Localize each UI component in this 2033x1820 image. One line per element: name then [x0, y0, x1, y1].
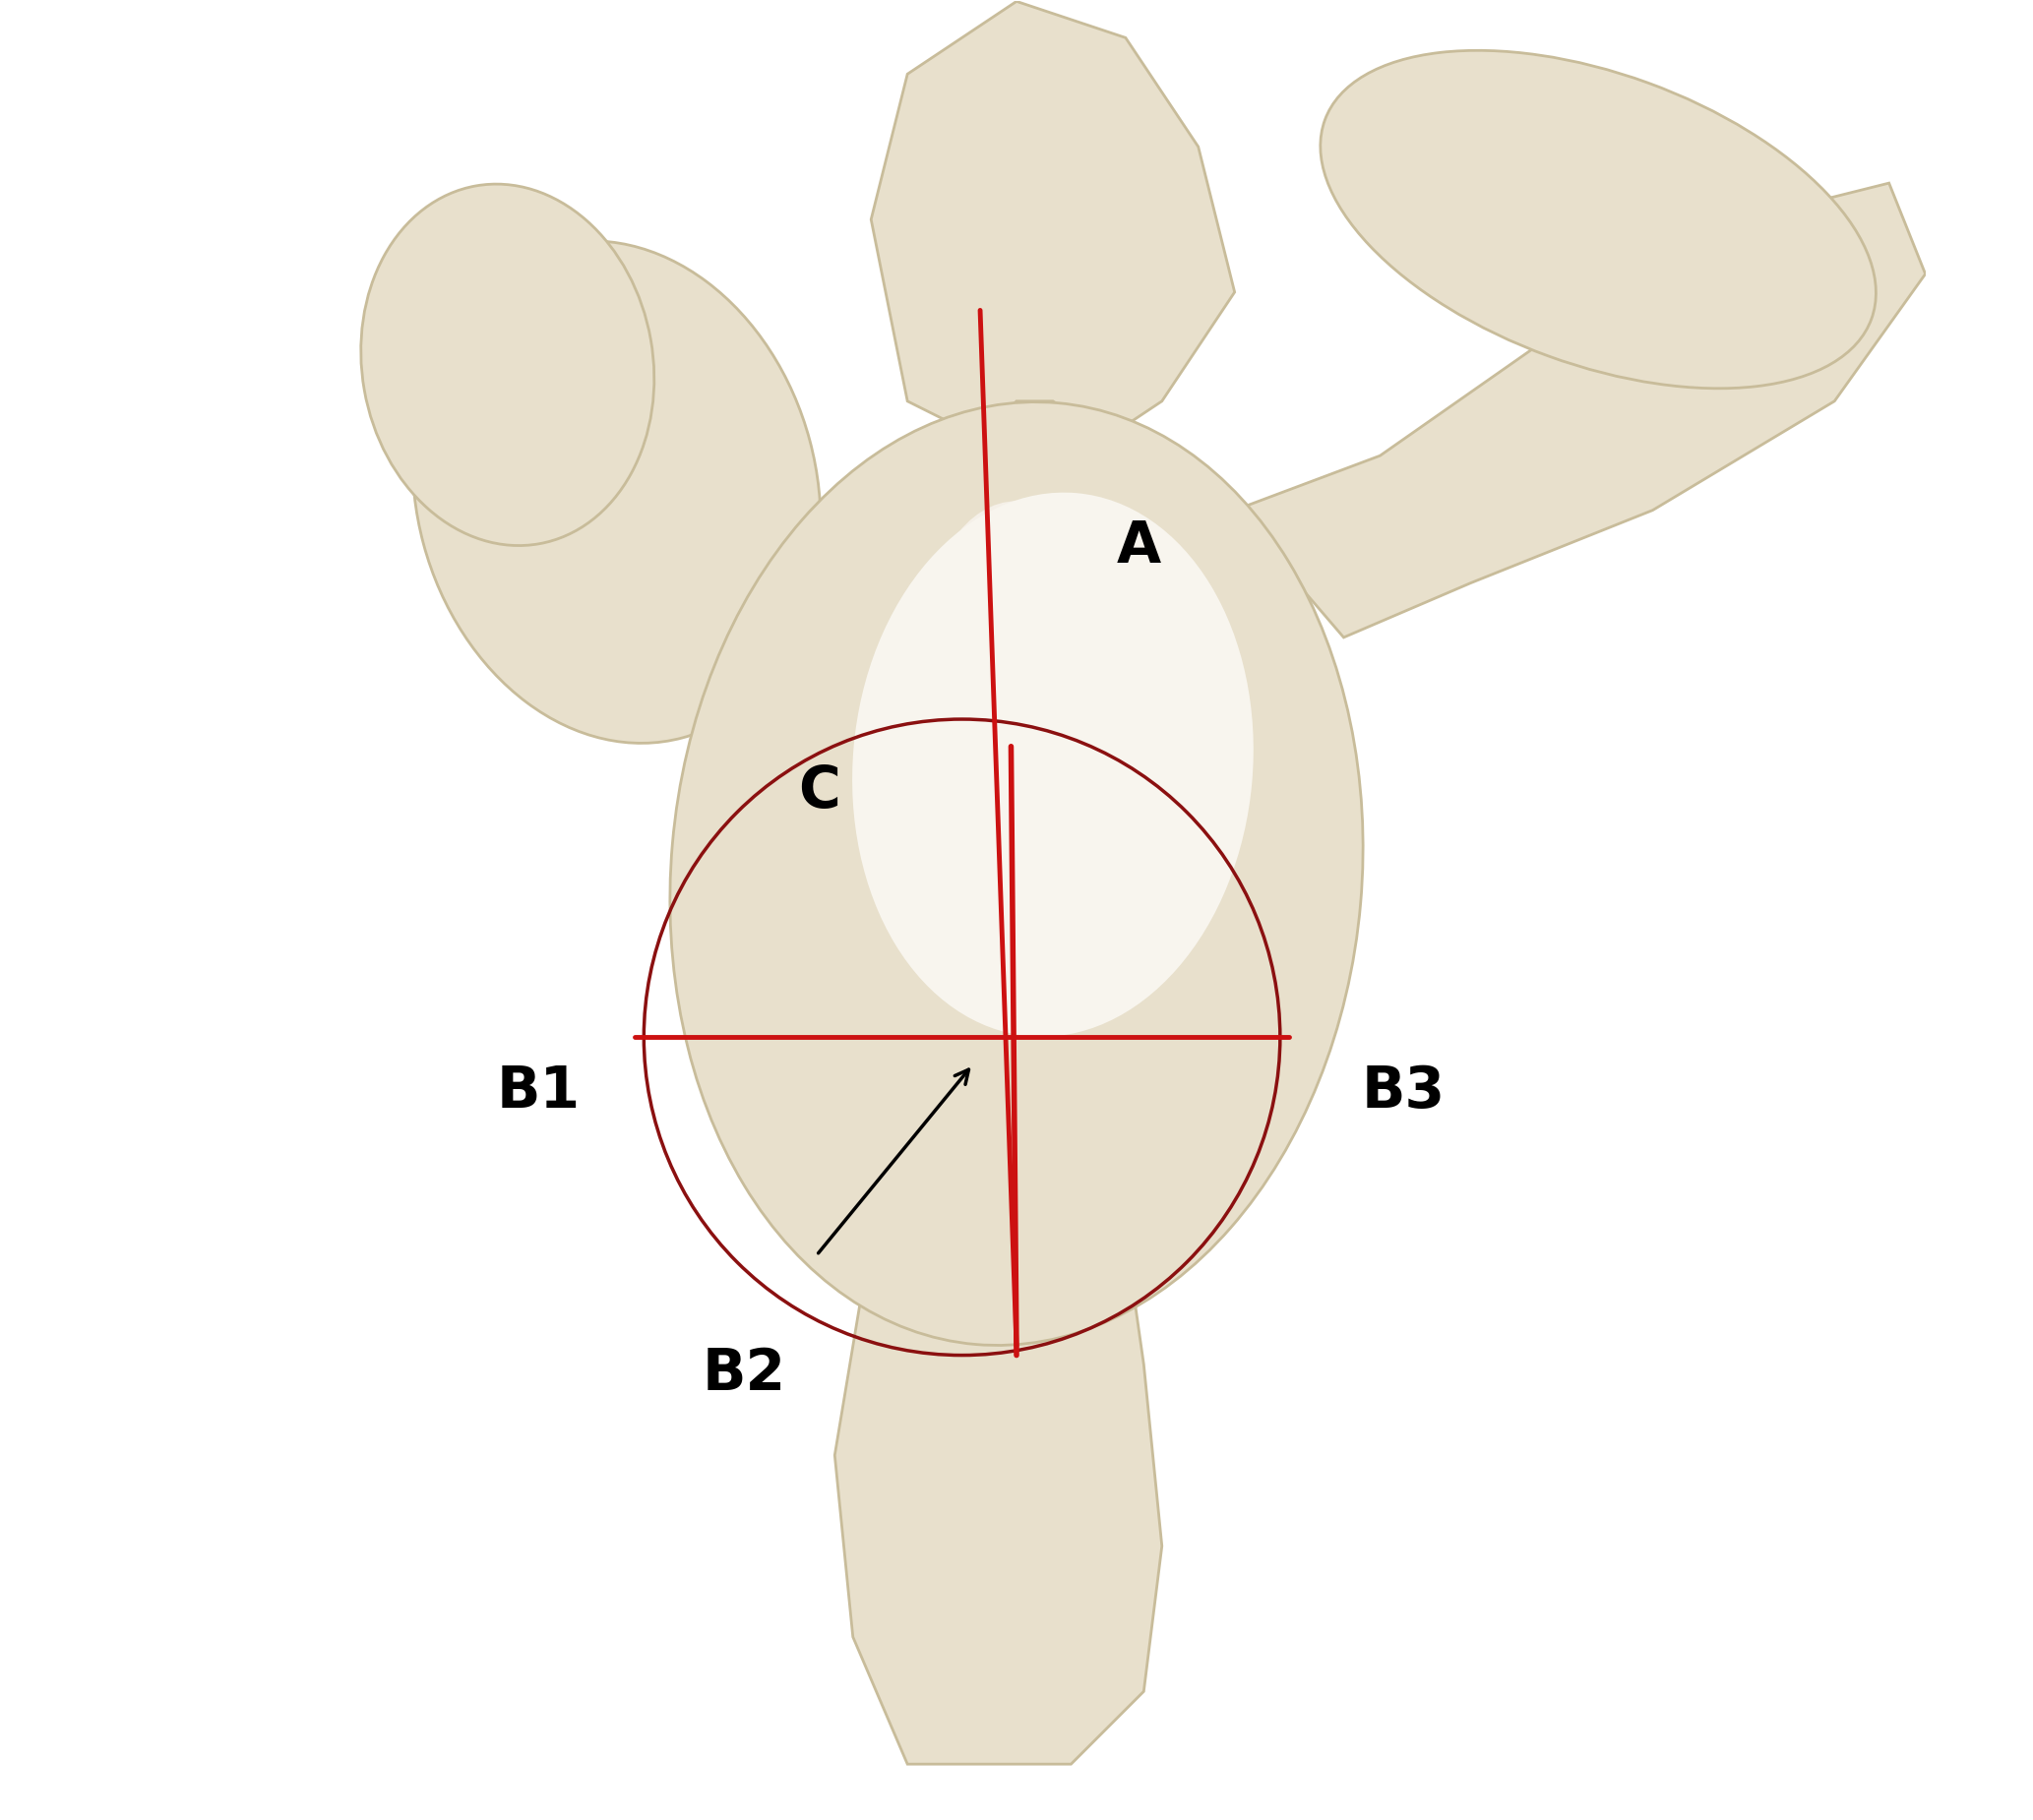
Text: B2: B2 — [701, 1347, 785, 1401]
Ellipse shape — [1319, 51, 1876, 388]
Text: A: A — [1116, 519, 1161, 575]
Text: B3: B3 — [1362, 1063, 1445, 1119]
Ellipse shape — [925, 501, 1108, 774]
Polygon shape — [1234, 184, 1925, 637]
Polygon shape — [836, 1183, 1163, 1764]
Ellipse shape — [671, 402, 1362, 1345]
Ellipse shape — [852, 493, 1254, 1037]
Polygon shape — [870, 2, 1234, 437]
Ellipse shape — [413, 240, 821, 743]
Ellipse shape — [362, 184, 655, 546]
Text: C: C — [799, 764, 840, 821]
Text: B1: B1 — [496, 1063, 579, 1119]
